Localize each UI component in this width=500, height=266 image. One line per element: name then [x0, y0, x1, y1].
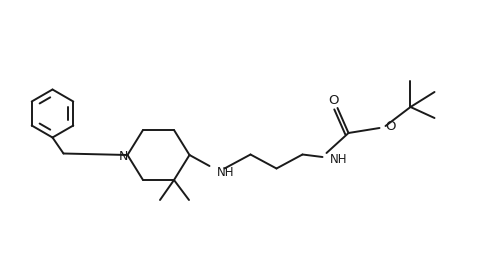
Text: O: O [328, 94, 338, 106]
Text: NH: NH [217, 167, 234, 180]
Text: N: N [119, 149, 128, 163]
Text: NH: NH [330, 153, 347, 166]
Text: O: O [386, 120, 396, 134]
